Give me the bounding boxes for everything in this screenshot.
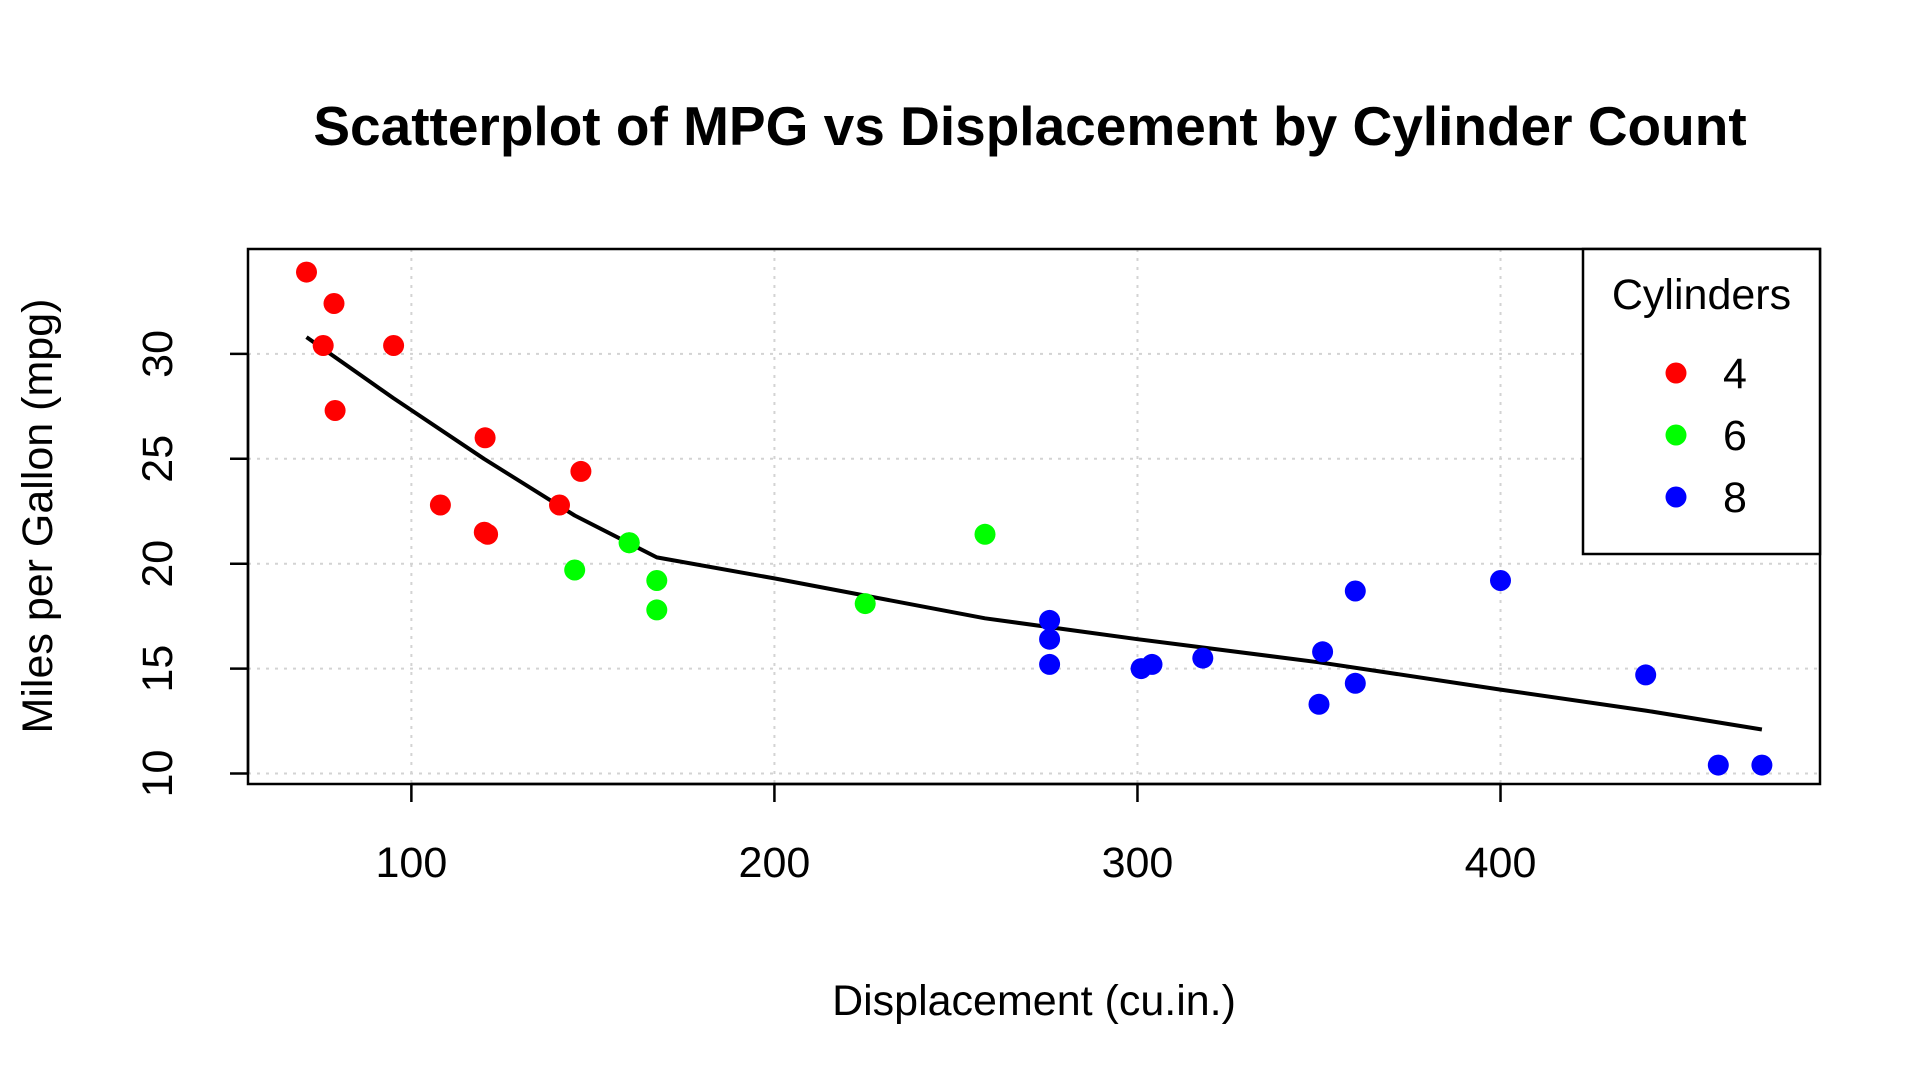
data-point-cyl-4 (474, 427, 496, 449)
data-point-cyl-4 (324, 400, 346, 421)
y-axis: 10 15 20 25 30 (134, 330, 250, 798)
x-axis: 100 200 300 400 (375, 782, 1537, 887)
data-point-cyl-6 (854, 593, 876, 615)
legend-title: Cylinders (1612, 271, 1791, 319)
y-tick-label: 25 (134, 435, 182, 483)
data-point-cyl-6 (974, 523, 996, 545)
y-tick-label: 30 (134, 330, 182, 378)
data-point-cyl-6 (646, 599, 668, 621)
data-point-cyl-8 (1707, 754, 1729, 776)
data-points (296, 261, 1773, 776)
legend-marker-6 (1665, 424, 1687, 446)
y-tick-label: 20 (134, 540, 182, 588)
data-point-cyl-8 (1039, 609, 1061, 631)
data-point-cyl-8 (1312, 641, 1334, 663)
y-tick-label: 10 (134, 750, 182, 798)
data-point-cyl-8 (1344, 672, 1366, 694)
y-tick-label: 15 (134, 645, 182, 693)
x-tick-label: 200 (739, 839, 811, 887)
data-point-cyl-8 (1039, 628, 1061, 650)
legend: Cylinders 4 6 8 (1581, 247, 1822, 556)
data-point-cyl-4 (570, 460, 592, 482)
x-tick-label: 400 (1465, 839, 1537, 887)
data-point-cyl-4 (429, 494, 451, 516)
data-point-cyl-8 (1141, 653, 1163, 675)
data-point-cyl-8 (1344, 580, 1366, 602)
data-point-cyl-4 (549, 494, 570, 516)
legend-label-6: 6 (1723, 412, 1747, 460)
data-point-cyl-4 (383, 335, 405, 356)
chart-title: Scatterplot of MPG vs Displacement by Cy… (313, 95, 1746, 157)
x-tick-label: 100 (375, 839, 447, 887)
data-point-cyl-4 (477, 523, 499, 545)
data-point-cyl-4 (323, 293, 345, 314)
data-point-cyl-8 (1635, 664, 1657, 686)
data-point-cyl-8 (1751, 754, 1773, 776)
legend-marker-8 (1665, 486, 1687, 508)
data-point-cyl-4 (296, 261, 317, 283)
x-axis-label: Displacement (cu.in.) (832, 977, 1236, 1025)
trend-line-group (305, 335, 1763, 732)
data-point-cyl-4 (312, 335, 334, 356)
data-point-cyl-6 (646, 570, 668, 591)
data-point-cyl-8 (1192, 647, 1214, 669)
data-point-cyl-6 (564, 559, 586, 581)
legend-label-4: 4 (1723, 350, 1747, 398)
data-point-cyl-8 (1490, 570, 1511, 591)
data-point-cyl-8 (1039, 653, 1061, 675)
legend-box (1581, 247, 1822, 556)
legend-label-8: 8 (1723, 474, 1747, 522)
y-axis-label: Miles per Gallon (mpg) (14, 299, 62, 734)
x-tick-label: 300 (1102, 839, 1174, 887)
data-point-cyl-6 (618, 532, 640, 554)
grid-lines (248, 249, 1820, 784)
data-point-cyl-8 (1308, 693, 1330, 715)
legend-marker-4 (1665, 362, 1687, 384)
trend-line (305, 335, 1763, 732)
